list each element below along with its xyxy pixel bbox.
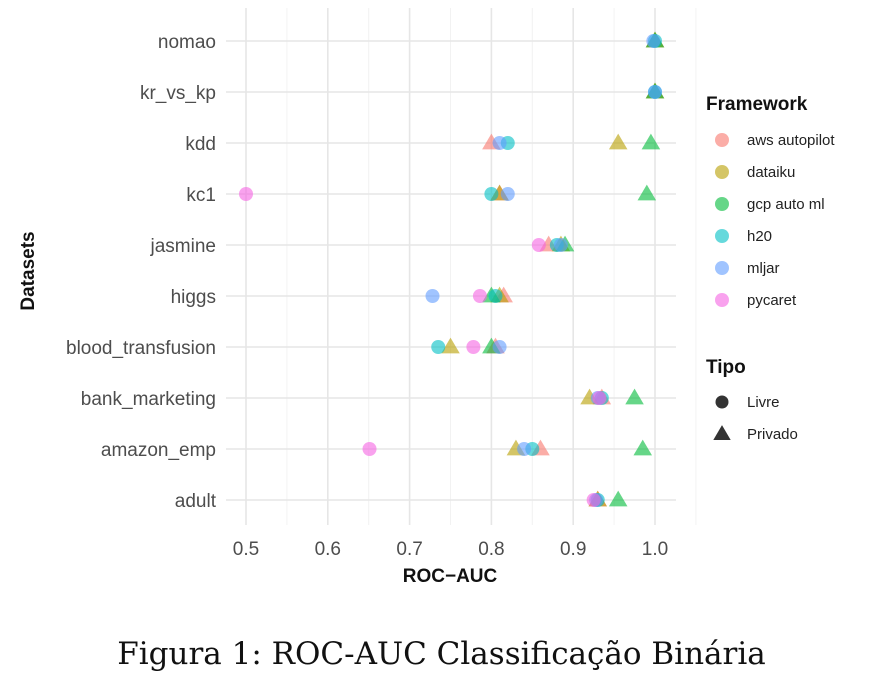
legend-key-dataiku	[715, 165, 729, 179]
y-tick-label: jasmine	[150, 236, 216, 257]
point-pycaret	[362, 442, 377, 456]
legend-tipo-title: Tipo	[706, 357, 746, 378]
legend-key-pycaret	[715, 293, 729, 307]
figure-caption: Figura 1: ROC-AUC Classificação Binária	[117, 636, 766, 672]
legend-key-livre	[715, 395, 729, 409]
y-tick-label: bank_marketing	[81, 389, 216, 410]
point-mljar	[553, 238, 568, 252]
y-tick-label: adult	[175, 491, 217, 512]
data-points	[239, 31, 665, 507]
point-gcp-auto-ml	[641, 133, 661, 150]
y-tick-label: amazon_emp	[101, 440, 216, 461]
x-tick-label: 1.0	[642, 539, 668, 560]
legend-key-privado	[713, 425, 731, 440]
point-mljar	[646, 34, 661, 48]
y-tick-labels: adult amazon_emp bank_marketing blood_trans…	[66, 32, 217, 512]
point-h20	[484, 187, 499, 201]
x-tick-label: 0.7	[396, 539, 422, 560]
y-tick-label: kr_vs_kp	[140, 83, 216, 104]
y-tick-label: blood_transfusion	[66, 338, 216, 359]
point-pycaret	[592, 391, 607, 405]
point-gcp-auto-ml	[633, 439, 653, 456]
y-tick-label: kc1	[186, 185, 216, 206]
point-pycaret	[531, 238, 546, 252]
legend-key-aws-autopilot	[715, 133, 729, 147]
legend-label: gcp auto ml	[747, 196, 825, 213]
grid	[226, 8, 697, 525]
point-gcp-auto-ml	[637, 184, 657, 201]
roc-auc-chart: 0.5 0.6 0.7 0.8 0.9 1.0 adult amazon_emp bank_m…	[18, 8, 835, 587]
legend-key-mljar	[715, 261, 729, 275]
legend-label: dataiku	[747, 164, 795, 181]
legend-label: h20	[747, 228, 772, 245]
point-h20	[488, 289, 503, 303]
x-axis-title: ROC−AUC	[403, 566, 498, 587]
point-pycaret	[586, 493, 601, 507]
legend-label: mljar	[747, 260, 780, 277]
legend-key-h20	[715, 229, 729, 243]
x-tick-label: 0.5	[233, 539, 259, 560]
y-tick-label: nomao	[158, 32, 216, 53]
point-h20	[431, 340, 446, 354]
point-dataiku	[441, 337, 460, 354]
y-tick-label: higgs	[171, 287, 216, 308]
point-pycaret	[466, 340, 481, 354]
legend-framework-entries: aws autopilot dataiku gcp auto ml h20 mljar p…	[715, 132, 835, 309]
point-gcp-auto-ml	[625, 388, 644, 405]
legend-label: Privado	[747, 426, 798, 443]
legend-label: aws autopilot	[747, 132, 835, 149]
y-axis-title: Datasets	[18, 231, 39, 310]
y-tick-label: kdd	[185, 134, 216, 155]
legend-label: pycaret	[747, 292, 797, 309]
x-tick-labels: 0.5 0.6 0.7 0.8 0.9 1.0	[233, 539, 668, 560]
point-mljar	[492, 340, 507, 354]
legend-key-gcp-auto-ml	[715, 197, 729, 211]
point-mljar	[648, 85, 662, 99]
point-gcp-auto-ml	[608, 490, 628, 507]
point-mljar	[425, 289, 440, 303]
point-pycaret	[239, 187, 253, 201]
legend-framework-title: Framework	[706, 94, 808, 115]
legend-tipo-entries: Livre Privado	[713, 394, 798, 443]
point-dataiku	[608, 133, 628, 150]
point-mljar	[492, 136, 507, 150]
x-tick-label: 0.8	[478, 539, 504, 560]
x-tick-label: 0.6	[315, 539, 341, 560]
x-tick-label: 0.9	[560, 539, 586, 560]
point-pycaret	[472, 289, 487, 303]
point-mljar	[500, 187, 515, 201]
legend: Framework aws autopilot dataiku gcp auto m…	[706, 94, 835, 443]
legend-label: Livre	[747, 394, 780, 411]
point-mljar	[517, 442, 532, 456]
